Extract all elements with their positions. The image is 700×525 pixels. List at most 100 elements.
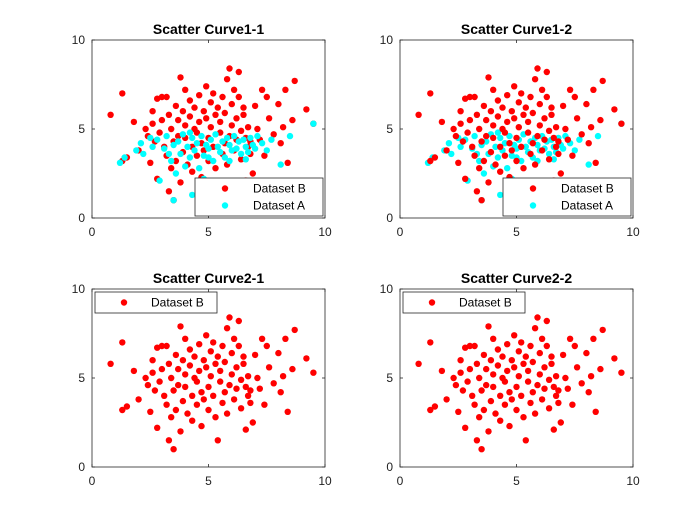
data-point: [494, 362, 502, 369]
data-point: [254, 374, 261, 382]
data-point: [284, 159, 291, 166]
data-point: [518, 157, 525, 165]
data-point: [508, 147, 515, 154]
data-point: [279, 124, 287, 131]
data-point: [223, 134, 231, 142]
legend-label: Dataset B: [561, 182, 614, 196]
y-tick-label: 5: [78, 371, 85, 385]
data-point: [443, 147, 450, 154]
data-point: [221, 109, 228, 117]
data-point: [244, 392, 252, 399]
data-point: [270, 131, 277, 138]
data-point: [226, 141, 233, 149]
data-point: [217, 118, 224, 126]
data-point: [557, 170, 564, 177]
data-point: [476, 157, 483, 165]
data-point: [163, 132, 170, 140]
data-point: [247, 387, 254, 394]
data-point: [543, 93, 550, 101]
data-point: [597, 116, 604, 124]
data-point: [541, 136, 548, 143]
data-point: [431, 403, 439, 410]
data-point: [182, 383, 189, 391]
data-point: [237, 127, 245, 134]
data-point: [548, 104, 555, 111]
data-point: [427, 339, 434, 346]
data-point: [240, 104, 247, 111]
data-point: [182, 163, 189, 170]
data-point: [518, 392, 525, 399]
data-point: [552, 373, 560, 380]
data-point: [438, 118, 446, 126]
data-point: [212, 414, 219, 421]
data-point: [196, 165, 203, 172]
data-point: [578, 131, 585, 138]
data-point: [490, 335, 497, 342]
data-point: [497, 143, 504, 150]
data-point: [494, 97, 502, 104]
data-point: [149, 357, 156, 364]
data-point: [471, 152, 478, 159]
data-point: [240, 111, 247, 119]
x-tick-label: 0: [397, 474, 404, 488]
data-point: [261, 401, 268, 408]
data-point: [217, 148, 224, 156]
data-point: [527, 150, 534, 158]
chart-title: Scatter Curve1-1: [153, 21, 264, 37]
y-tick-label: 5: [386, 371, 393, 385]
legend: Dataset B Dataset A: [194, 177, 324, 217]
data-point: [200, 396, 207, 403]
x-tick-label: 5: [205, 225, 212, 239]
data-point: [464, 378, 471, 385]
data-point: [485, 179, 492, 186]
data-point: [524, 118, 532, 126]
data-point: [205, 154, 212, 161]
data-point: [163, 401, 170, 408]
data-point: [147, 159, 154, 166]
data-point: [599, 326, 606, 334]
data-point: [168, 165, 175, 172]
data-point: [545, 156, 553, 163]
data-point: [265, 115, 273, 122]
data-point: [263, 147, 270, 154]
chart-title: Scatter Curve2-2: [461, 270, 572, 286]
data-point: [161, 392, 168, 399]
data-point: [230, 335, 238, 342]
series-dataset-b: [415, 314, 625, 453]
data-point: [464, 129, 471, 136]
data-point: [177, 428, 184, 435]
data-point: [508, 357, 515, 364]
data-point: [142, 374, 149, 382]
data-point: [564, 385, 571, 392]
data-point: [270, 380, 277, 387]
data-point: [513, 157, 520, 165]
data-point: [511, 83, 518, 90]
data-point: [205, 406, 212, 414]
data-point: [520, 111, 527, 119]
data-point: [524, 129, 532, 136]
data-point: [279, 373, 287, 380]
data-point: [286, 132, 294, 140]
data-point: [142, 125, 149, 133]
data-point: [552, 143, 560, 150]
data-point: [555, 150, 562, 158]
data-point: [289, 365, 296, 373]
data-point: [168, 414, 175, 421]
data-point: [541, 385, 548, 392]
data-point: [144, 381, 152, 389]
data-point: [518, 90, 525, 97]
data-point: [538, 86, 546, 94]
data-point: [587, 124, 595, 131]
data-point: [177, 74, 184, 81]
data-point: [473, 437, 481, 444]
data-point: [466, 93, 474, 101]
data-point: [172, 406, 180, 414]
data-point: [168, 374, 175, 382]
x-tick-label: 5: [513, 225, 520, 239]
data-point: [207, 348, 214, 355]
data-point: [214, 104, 221, 111]
y-tick-label: 5: [386, 122, 393, 136]
data-point: [511, 115, 518, 122]
data-point: [189, 134, 196, 142]
data-point: [230, 396, 238, 403]
